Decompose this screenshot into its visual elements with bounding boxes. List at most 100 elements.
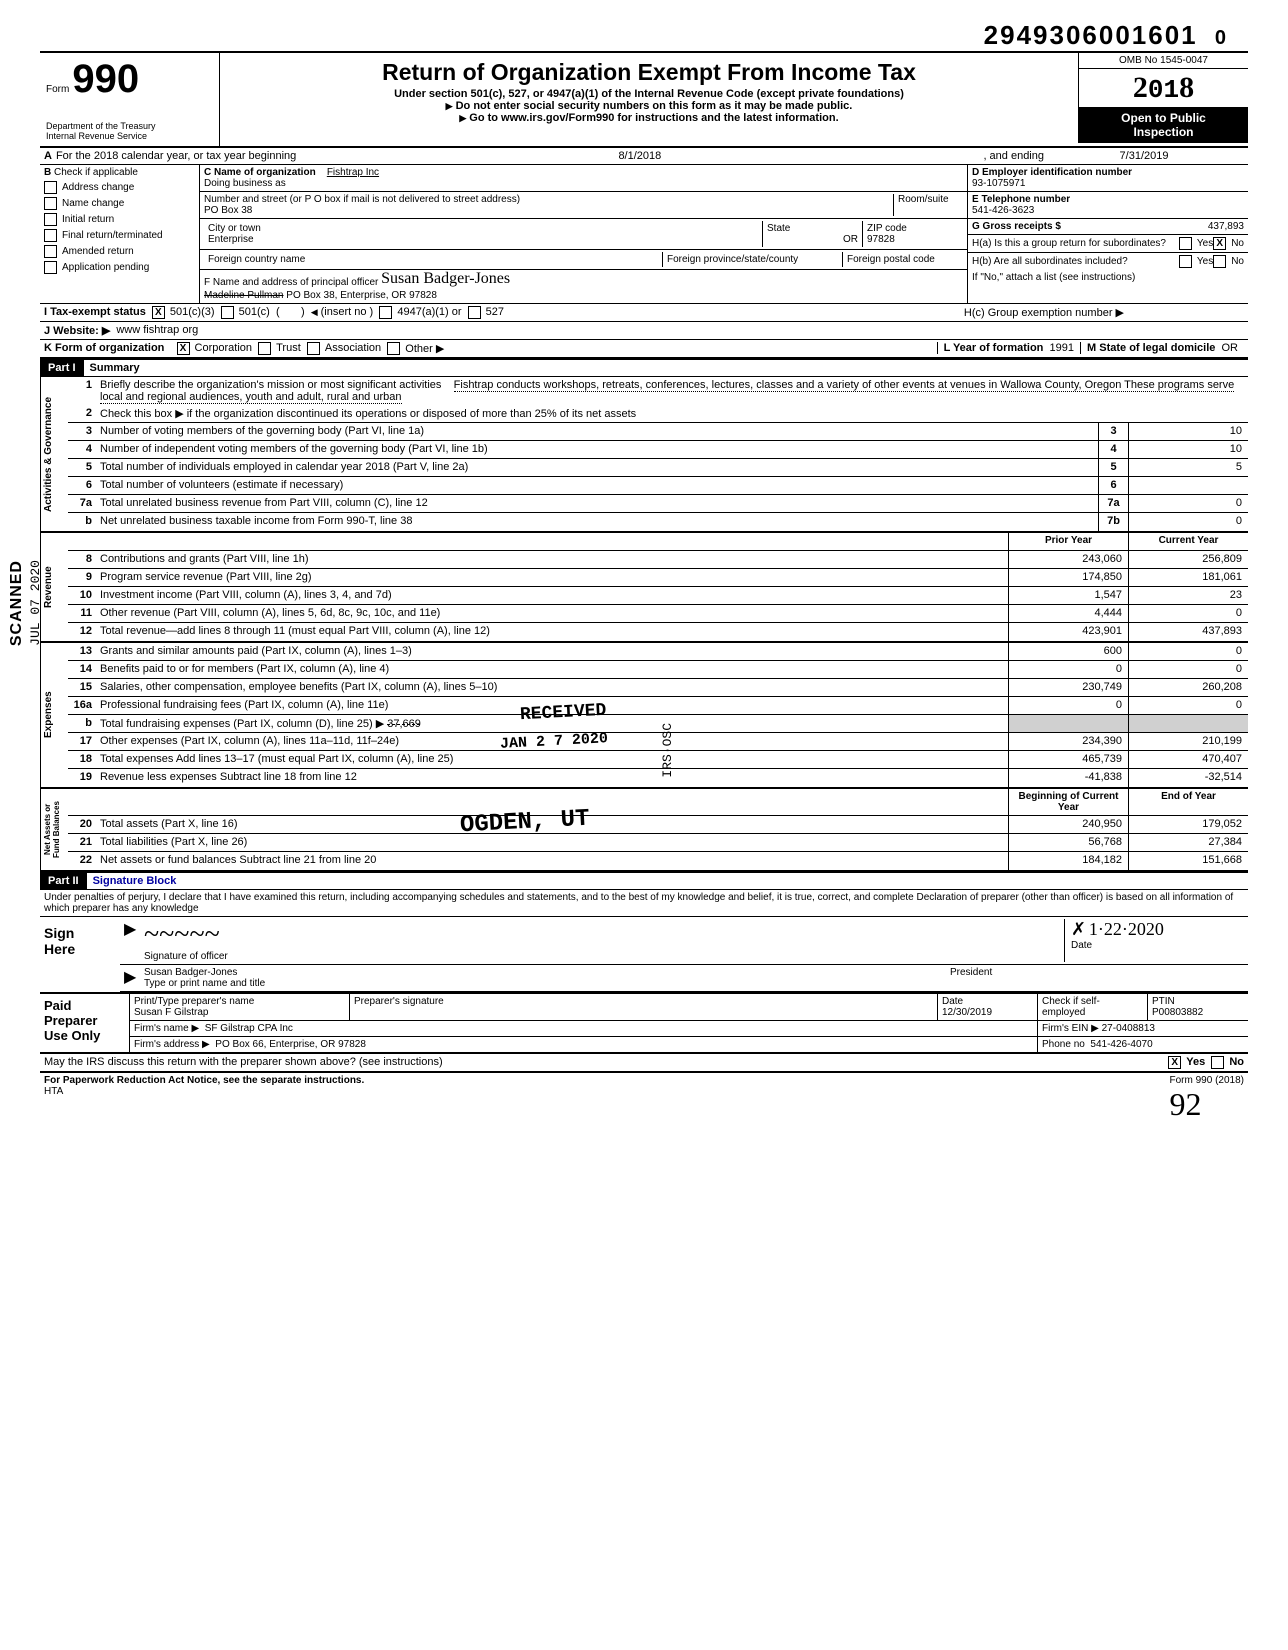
line-5: 5Total number of individuals employed in…: [68, 459, 1248, 477]
prep-ptin-cell: PTINP00803882: [1148, 994, 1248, 1020]
chk-corp[interactable]: X: [177, 342, 190, 355]
header-left: Form 990 Department of the TreasuryInter…: [40, 53, 220, 146]
checkbox-icon: [44, 229, 57, 242]
signature-line: ▶ ~~~~~ Signature of officer ✗ 1·22·2020…: [120, 917, 1248, 965]
part-2-label: Part II: [40, 873, 87, 889]
line-i: I Tax-exempt status X501(c)(3) 501(c) ( …: [40, 304, 1248, 322]
line-4: 4Number of independent voting members of…: [68, 441, 1248, 459]
line-15: 15Salaries, other compensation, employee…: [68, 679, 1248, 697]
chk-4947[interactable]: [379, 306, 392, 319]
preparer-row-3: Firm's address ▶ PO Box 66, Enterprise, …: [130, 1037, 1248, 1052]
form-header: Form 990 Department of the TreasuryInter…: [40, 51, 1248, 148]
chk-527[interactable]: [468, 306, 481, 319]
chk-discuss-yes[interactable]: X: [1168, 1056, 1181, 1069]
chk-application-pending[interactable]: Application pending: [44, 261, 195, 274]
handwritten-page: 92: [1170, 1086, 1202, 1122]
city-row: City or townEnterprise StateOR ZIP code9…: [200, 219, 967, 250]
open-2: Inspection: [1133, 125, 1193, 139]
officer-title: President: [944, 967, 1244, 989]
prep-self-emp-cell: Check if self-employed: [1038, 994, 1148, 1020]
officer-signature: ~~~~~ Signature of officer: [144, 919, 1064, 962]
line-6: 6Total number of volunteers (estimate if…: [68, 477, 1248, 495]
foreign-row: Foreign country name Foreign province/st…: [200, 250, 967, 269]
warning-2: Go to www.irs.gov/Form990 for instructio…: [226, 112, 1072, 124]
h-note: If "No," attach a list (see instructions…: [968, 270, 1248, 285]
line-19: 19Revenue less expenses Subtract line 18…: [68, 769, 1248, 787]
line-14: 14Benefits paid to or for members (Part …: [68, 661, 1248, 679]
firm-phone-cell: Phone no 541-426-4070: [1038, 1037, 1248, 1052]
part-1-title: Summary: [84, 360, 146, 376]
checkbox-icon: [44, 181, 57, 194]
main-title: Return of Organization Exempt From Incom…: [226, 59, 1072, 86]
chk-assoc[interactable]: [307, 342, 320, 355]
part-1-label: Part I: [40, 360, 84, 376]
line-16a: 16aProfessional fundraising fees (Part I…: [68, 697, 1248, 715]
addr-value: PO Box 38: [204, 205, 252, 216]
penalty-statement: Under penalties of perjury, I declare th…: [40, 890, 1248, 916]
line-13: 13Grants and similar amounts paid (Part …: [68, 643, 1248, 661]
irs-osc-stamp: IRS·OSC: [660, 723, 675, 778]
line-1: 1 Briefly describe the organization's mi…: [68, 377, 1248, 405]
chk-501c3[interactable]: X: [152, 306, 165, 319]
chk-other[interactable]: [387, 342, 400, 355]
department-label: Department of the TreasuryInternal Reven…: [46, 122, 213, 142]
prep-date-cell: Date12/30/2019: [938, 994, 1038, 1020]
line-21: 21Total liabilities (Part X, line 26)56,…: [68, 834, 1248, 852]
chk-final-return[interactable]: Final return/terminated: [44, 229, 195, 242]
h-b-row: H(b) Are all subordinates included? Yes …: [968, 253, 1248, 270]
gross-receipts-value: 437,893: [1061, 221, 1244, 232]
b-header: B: [44, 167, 51, 178]
checkbox-icon[interactable]: [1179, 237, 1192, 250]
zip-cell: ZIP code97828: [863, 221, 963, 247]
checkbox-icon[interactable]: [1213, 255, 1226, 268]
line-a: A For the 2018 calendar year, or tax yea…: [40, 148, 1248, 165]
chk-initial-return[interactable]: Initial return: [44, 213, 195, 226]
line-a-text: For the 2018 calendar year, or tax year …: [56, 150, 296, 162]
checkbox-icon: [44, 245, 57, 258]
chk-trust[interactable]: [258, 342, 271, 355]
signature-scribble: ~~~~~: [144, 919, 220, 950]
subtitle: Under section 501(c), 527, or 4947(a)(1)…: [226, 88, 1072, 100]
chk-501c[interactable]: [221, 306, 234, 319]
checkbox-icon[interactable]: [1179, 255, 1192, 268]
line-3: 3Number of voting members of the governi…: [68, 423, 1248, 441]
section-bcd: B Check if applicable Address change Nam…: [40, 165, 1248, 304]
officer-label: F Name and address of principal officer: [204, 277, 378, 288]
year-prefix: 2: [1133, 71, 1148, 104]
phone-row: E Telephone number541-426-3623: [968, 192, 1248, 219]
line-2: 2 Check this box ▶ if the organization d…: [68, 405, 1248, 423]
year-header-row: Prior Year Current Year: [68, 533, 1248, 551]
website-value: www fishtrap org: [116, 324, 198, 336]
expenses-section: Expenses 13Grants and similar amounts pa…: [40, 643, 1248, 789]
omb-number: OMB No 1545-0047: [1079, 53, 1248, 69]
sign-here-label: SignHere: [40, 917, 120, 992]
part-1-header: Part I Summary: [40, 359, 1248, 377]
firm-addr-cell: Firm's address ▶ PO Box 66, Enterprise, …: [130, 1037, 1038, 1052]
h-a-row: H(a) Is this a group return for subordin…: [968, 235, 1248, 253]
line-m: M State of legal domicile OR: [1080, 342, 1244, 354]
foreign-country: Foreign country name: [204, 252, 663, 267]
balance-header-row: Beginning of Current Year End of Year: [68, 789, 1248, 816]
chk-name-change[interactable]: Name change: [44, 197, 195, 210]
preparer-fields: Print/Type preparer's nameSusan F Gilstr…: [130, 994, 1248, 1052]
firm-ein-cell: Firm's EIN ▶ 27-0408813: [1038, 1021, 1248, 1036]
part-2-header: Part II Signature Block: [40, 872, 1248, 890]
line-7b: bNet unrelated business taxable income f…: [68, 513, 1248, 531]
scanned-stamp: SCANNED: [8, 560, 26, 646]
doc-number-suffix: 0: [1215, 27, 1228, 49]
checkbox-icon[interactable]: X: [1213, 237, 1226, 250]
signature-block: SignHere ▶ ~~~~~ Signature of officer ✗ …: [40, 916, 1248, 992]
org-name-label: C Name of organization: [204, 167, 316, 178]
line-12: 12Total revenue—add lines 8 through 11 (…: [68, 623, 1248, 641]
officer-handwritten: Susan Badger-Jones: [381, 270, 510, 287]
chk-discuss-no[interactable]: [1211, 1056, 1224, 1069]
city-cell: City or townEnterprise: [204, 221, 763, 247]
period-begin: 8/1/2018: [296, 150, 983, 162]
checkbox-icon: [44, 197, 57, 210]
line-16b: bTotal fundraising expenses (Part IX, co…: [68, 715, 1248, 733]
chk-address-change[interactable]: Address change: [44, 181, 195, 194]
line-11: 11Other revenue (Part VIII, column (A), …: [68, 605, 1248, 623]
line-8: 8Contributions and grants (Part VIII, li…: [68, 551, 1248, 569]
chk-amended[interactable]: Amended return: [44, 245, 195, 258]
address-row: Number and street (or P O box if mail is…: [200, 192, 967, 219]
